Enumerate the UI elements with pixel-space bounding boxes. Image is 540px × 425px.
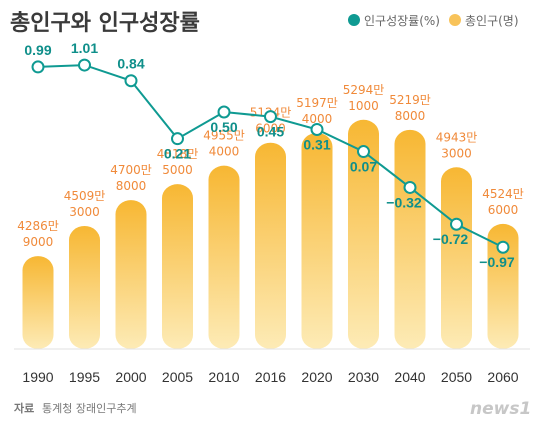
x-tick-label: 2060	[487, 369, 518, 385]
source-label: 자료	[14, 401, 34, 415]
population-bar	[115, 200, 147, 349]
population-label: 3000	[69, 205, 100, 219]
population-label: 1000	[348, 99, 379, 113]
growth-rate-point	[357, 145, 370, 159]
population-bar	[441, 167, 472, 349]
growth-rate-label: 0.07	[350, 159, 377, 175]
population-label: 4000	[302, 112, 333, 126]
x-tick-label: 2030	[348, 369, 379, 385]
population-label: 8000	[395, 109, 426, 123]
chart-title: 총인구와 인구성장률	[10, 11, 200, 36]
population-label: 3000	[441, 146, 472, 160]
growth-rate-label: 0.45	[257, 124, 284, 140]
population-label: 4818만	[157, 147, 199, 161]
legend: 인구성장률(%) 총인구(명)	[348, 14, 519, 28]
legend-rate-label: 인구성장률(%)	[364, 14, 440, 28]
growth-rate-point	[171, 132, 184, 146]
growth-rate-point	[124, 74, 138, 88]
x-tick-label: 1995	[69, 369, 100, 385]
x-tick-label: 2050	[441, 369, 472, 385]
growth-rate-point	[217, 105, 231, 119]
population-label: 5294만	[343, 83, 385, 97]
population-bar	[208, 165, 240, 349]
growth-rate-label: −0.97	[479, 254, 515, 270]
growth-rate-point	[310, 122, 324, 136]
x-tick-label: 2010	[208, 369, 239, 385]
population-label: 8000	[116, 179, 147, 193]
growth-rate-point	[450, 217, 463, 231]
source-text: 통계청 장래인구추계	[42, 402, 137, 415]
growth-rate-label: 0.31	[303, 136, 330, 152]
population-bars	[22, 119, 519, 349]
growth-rate-point	[496, 240, 510, 254]
population-label: 4700만	[110, 163, 152, 177]
x-tick-label: 2040	[394, 369, 425, 385]
population-bar	[487, 223, 519, 349]
growth-rate-line	[31, 58, 510, 254]
footer: 자료 통계청 장래인구추계 news1	[14, 399, 531, 419]
population-bar	[69, 225, 100, 349]
growth-rate-point	[403, 180, 417, 194]
population-label: 9000	[23, 235, 54, 249]
population-bar	[394, 129, 426, 349]
x-tick-label: 2016	[255, 369, 286, 385]
population-bar	[162, 184, 193, 349]
x-tick-label: 2020	[301, 369, 332, 385]
growth-rate-label: 0.21	[164, 146, 191, 162]
population-bar	[301, 132, 333, 349]
legend-rate-marker	[348, 14, 360, 26]
growth-rate-label: 0.50	[210, 119, 237, 135]
x-tick-label: 2005	[162, 369, 193, 385]
population-label: 6000	[488, 203, 519, 217]
population-bar	[348, 119, 379, 349]
population-label: 5000	[162, 163, 193, 177]
population-label: 5219만	[389, 93, 431, 107]
growth-rate-label: 1.01	[71, 40, 98, 56]
population-label: 4943만	[436, 130, 478, 144]
growth-rate-point	[31, 60, 45, 74]
growth-rate-labels: 0.99 1.01 0.84 0.21 0.50 0.45 0.31 0.07 −0.32 −0.…	[24, 40, 515, 270]
population-labels: 4286만 9000 4509만 3000 4700만 8000 4818만 5000 4955…	[17, 83, 524, 249]
x-axis-ticks: 1990 1995 2000 2005 2010 2016 2020 2030 2040 2050…	[22, 369, 518, 385]
growth-rate-label: 0.99	[24, 42, 51, 58]
x-tick-label: 2000	[115, 369, 146, 385]
population-label: 4000	[209, 145, 240, 159]
growth-rate-label: −0.72	[433, 231, 469, 247]
legend-population-marker	[449, 14, 461, 26]
population-label: 4286만	[17, 219, 59, 233]
growth-rate-label: −0.32	[386, 194, 422, 210]
growth-rate-point	[264, 110, 277, 124]
brand-logo: news1	[470, 399, 531, 419]
population-label: 6000	[255, 122, 286, 136]
population-bar	[22, 256, 54, 349]
population-label: 4524만	[482, 187, 524, 201]
growth-rate-point	[78, 58, 91, 72]
growth-rate-label: 0.84	[117, 56, 144, 72]
population-bar	[255, 142, 286, 349]
legend-population-label: 총인구(명)	[465, 14, 519, 28]
population-label: 4955만	[203, 129, 245, 143]
population-label: 4509만	[64, 189, 106, 203]
x-tick-label: 1990	[22, 369, 53, 385]
population-label: 5197만	[296, 96, 338, 110]
